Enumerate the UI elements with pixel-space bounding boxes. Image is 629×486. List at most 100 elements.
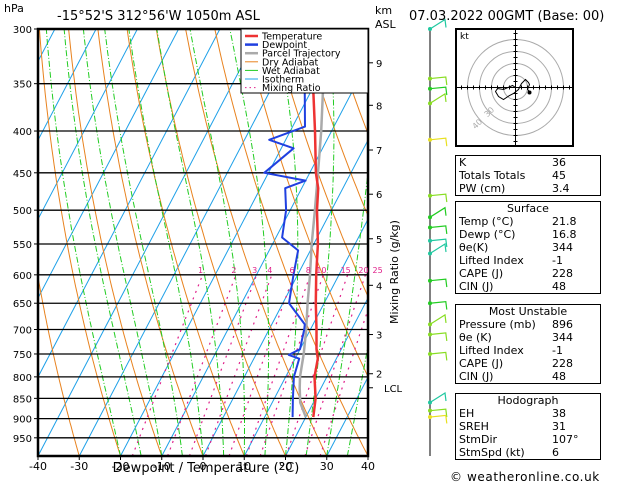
index-row: CIN (J) 48 xyxy=(456,280,600,293)
index-row: EH 38 xyxy=(456,407,600,420)
temperature-tick-label: 30 xyxy=(320,460,334,473)
legend-box xyxy=(240,28,369,94)
index-value: 896 xyxy=(552,318,573,331)
storm-motion-dot xyxy=(527,90,532,95)
wet-adiabat-line xyxy=(305,29,335,456)
temperature-tick-label: 10 xyxy=(237,460,251,473)
temperature-tick-label: -40 xyxy=(29,460,47,473)
index-row: StmSpd (kt) 6 xyxy=(456,446,600,459)
mixing-ratio-label: 3 xyxy=(252,266,257,275)
height-tick-label: 5 xyxy=(376,235,382,246)
index-label: Lifted Index xyxy=(459,344,524,357)
wind-barb xyxy=(428,193,448,203)
hodograph-unit-label: kt xyxy=(460,32,469,42)
wet-adiabat-line xyxy=(276,29,299,456)
wind-barb xyxy=(428,137,448,147)
wind-barb-staff xyxy=(429,332,448,341)
index-label: CIN (J) xyxy=(459,280,494,293)
surface-box: Surface Temp (°C) 21.8 Dewp (°C) 16.8 θe(K… xyxy=(455,201,601,294)
index-value: 344 xyxy=(552,241,573,254)
index-value: 228 xyxy=(552,357,573,370)
index-label: K xyxy=(459,156,467,169)
wind-barb xyxy=(428,242,447,256)
isotherm-line xyxy=(161,60,368,456)
asl-label: ASL xyxy=(375,18,396,31)
height-tick-label: 4 xyxy=(376,281,382,292)
index-value: 48 xyxy=(552,280,566,293)
index-value: 21.8 xyxy=(552,215,577,228)
mixing-ratio-label: 25 xyxy=(373,266,383,275)
wind-barb xyxy=(428,225,448,234)
legend-label: Dewpoint xyxy=(262,40,307,51)
index-row: Dewp (°C) 16.8 xyxy=(456,228,600,241)
wind-barb xyxy=(428,92,447,106)
index-row: Temp (°C) 21.8 xyxy=(456,215,600,228)
wind-barb-staff xyxy=(429,76,448,86)
wind-barb-staff xyxy=(429,414,448,424)
index-label: EH xyxy=(459,407,475,420)
temperature-tick-label: 0 xyxy=(200,460,207,473)
mixing-ratio-label: 1 xyxy=(198,266,203,275)
isotherm-line xyxy=(38,29,221,379)
temperature-tick-label: -30 xyxy=(70,460,88,473)
pressure-tick-label: 350 xyxy=(13,80,32,91)
wind-barb xyxy=(428,76,448,86)
legend-label: Mixing Ratio xyxy=(262,83,321,94)
wind-barb xyxy=(428,86,448,96)
index-value: 38 xyxy=(552,407,566,420)
most-unstable-box: Most Unstable Pressure (mb) 896 θe (K) 344… xyxy=(455,304,601,384)
index-row: PW (cm) 3.4 xyxy=(456,182,600,195)
index-value: 344 xyxy=(552,331,573,344)
parcel-trajectory-line xyxy=(298,29,327,418)
mixing-ratio-label: 20 xyxy=(358,266,368,275)
temperature-tick-label: 40 xyxy=(361,460,375,473)
pressure-tick-label: 600 xyxy=(13,271,32,282)
hodograph-plot xyxy=(456,29,573,146)
index-label: StmDir xyxy=(459,433,498,446)
wind-barb xyxy=(428,351,448,361)
index-label: CIN (J) xyxy=(459,370,494,383)
wind-barb xyxy=(428,391,447,405)
index-value: 3.4 xyxy=(552,182,570,195)
isotherm-line xyxy=(326,376,368,456)
index-row: Lifted Index -1 xyxy=(456,344,600,357)
wind-barb-staff xyxy=(429,300,448,310)
wind-barb-staff xyxy=(429,351,448,361)
mixing-ratio-label: 4 xyxy=(267,266,272,275)
height-tick-label: 3 xyxy=(376,331,382,342)
isotherm-line xyxy=(38,29,97,142)
wind-barb xyxy=(428,206,447,220)
index-row: Lifted Index -1 xyxy=(456,254,600,267)
pressure-tick-label: 800 xyxy=(13,373,32,384)
dry-adiabat-line xyxy=(68,29,163,456)
index-value: -1 xyxy=(552,344,563,357)
isotherm-line xyxy=(38,29,138,221)
wind-barb-staff xyxy=(429,206,447,218)
height-tick-label: 2 xyxy=(376,370,382,381)
index-value: 107° xyxy=(552,433,579,446)
pressure-tick-label: 900 xyxy=(13,415,32,426)
isotherm-line xyxy=(202,139,368,456)
copyright-link[interactable]: © weatheronline.co.uk xyxy=(450,470,600,484)
temperature-tick-label: 20 xyxy=(279,460,293,473)
mixing-ratio-label: 15 xyxy=(341,266,351,275)
isotherm-line xyxy=(243,218,368,456)
wind-barb xyxy=(428,300,448,310)
wind-barb xyxy=(428,408,448,418)
wet-adiabat-line xyxy=(45,29,121,456)
legend-label: Isotherm xyxy=(262,75,304,86)
mixing-ratio-label: 10 xyxy=(316,266,326,275)
location-title: -15°52'S 312°56'W 1050m ASL xyxy=(57,9,260,24)
pressure-unit-label: hPa xyxy=(4,2,24,15)
index-value: 6 xyxy=(552,446,559,459)
legend-label: Parcel Trajectory xyxy=(262,49,341,60)
isotherm-line xyxy=(120,29,345,456)
index-row: Totals Totals 45 xyxy=(456,169,600,182)
pressure-tick-label: 750 xyxy=(13,350,32,361)
index-label: StmSpd (kt) xyxy=(459,446,525,459)
mixing-ratio-line xyxy=(319,307,368,456)
pressure-axis: 300 350 400 450 500 550 600 650 700 750 800 850 900 9… xyxy=(13,25,38,445)
index-label: Totals Totals xyxy=(459,169,526,182)
temperature-tick-label: -10 xyxy=(153,460,171,473)
